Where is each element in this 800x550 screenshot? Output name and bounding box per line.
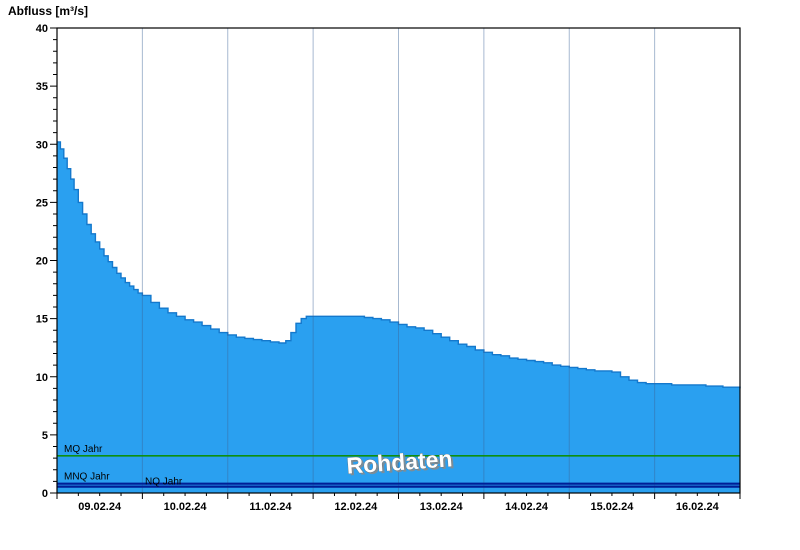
discharge-curve [57,141,741,389]
x-date-label: 09.02.24 [78,501,122,513]
y-tick-label: 25 [36,197,48,209]
y-tick-label: 40 [36,23,48,35]
y-axis-title: Abfluss [m³/s] [8,4,89,18]
nq-jahr-label: NQ Jahr [145,477,183,488]
y-tick-label: 35 [36,81,48,93]
mq-jahr-label: MQ Jahr [64,444,103,455]
x-date-label: 12.02.24 [334,501,378,513]
x-date-label: 14.02.24 [505,501,549,513]
watermark-text: Rohdaten [346,445,454,478]
y-tick-label: 10 [36,372,48,384]
x-date-label: 13.02.24 [420,501,464,513]
y-tick-label: 20 [36,256,48,268]
y-tick-label: 15 [36,314,48,326]
discharge-area [57,141,740,493]
x-date-label: 16.02.24 [676,501,720,513]
x-date-label: 15.02.24 [591,501,635,513]
x-date-label: 11.02.24 [249,501,292,513]
mnq-jahr-label: MNQ Jahr [64,472,110,483]
y-tick-label: 5 [42,430,48,442]
x-date-label: 10.02.24 [164,501,208,513]
y-tick-label: 0 [42,488,48,500]
y-tick-label: 30 [36,139,48,151]
